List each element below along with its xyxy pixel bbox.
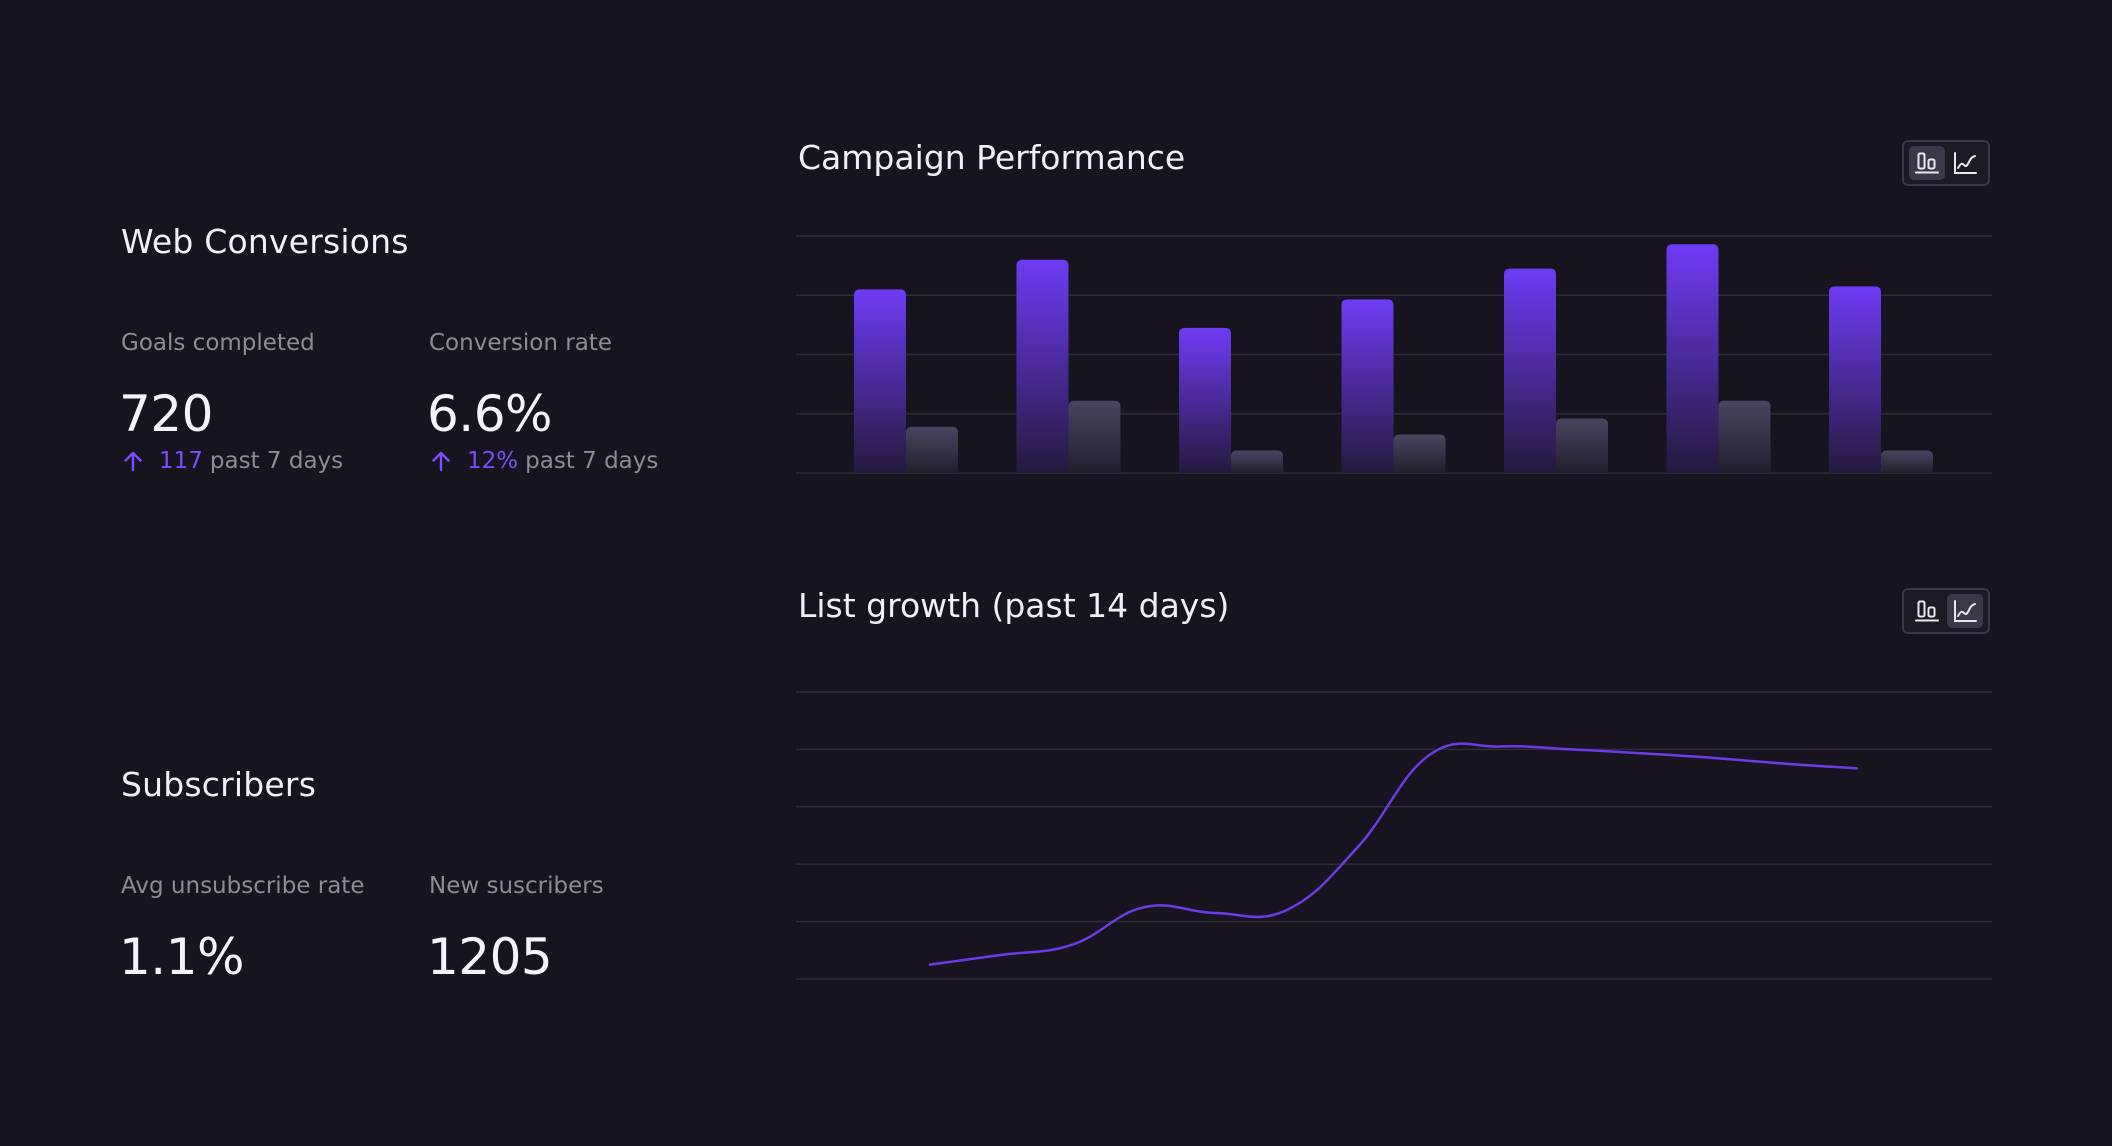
bar-secondary[interactable] [1068, 400, 1121, 473]
unsubscribe-rate-value: 1.1% [119, 928, 245, 986]
new-subscribers-label: New suscribers [429, 873, 604, 899]
bar-view-button[interactable] [1909, 146, 1945, 180]
bar-secondary[interactable] [1881, 450, 1933, 473]
growth-chart-type-toggle [1902, 588, 1990, 634]
campaign-performance-chart [796, 235, 1992, 474]
bar-secondary[interactable] [1718, 400, 1771, 473]
bar-primary[interactable] [1666, 244, 1719, 473]
conversion-delta-value: 12% [467, 448, 519, 474]
new-subscribers-value: 1205 [427, 928, 553, 986]
conversion-rate-label: Conversion rate [429, 330, 612, 356]
line-view-button[interactable] [1947, 146, 1983, 180]
list-growth-chart [796, 691, 1992, 980]
web-conversions-title: Web Conversions [121, 222, 409, 261]
bar-chart-icon [1915, 600, 1939, 622]
arrow-up-icon [432, 451, 450, 472]
bar-primary[interactable] [854, 289, 906, 473]
bar-chart-icon [1915, 152, 1939, 174]
goals-completed-value: 720 [119, 385, 213, 443]
conversion-rate-value: 6.6% [427, 385, 553, 443]
bar-primary[interactable] [1504, 268, 1556, 473]
conversion-rate-delta: 12% past 7 days [429, 448, 658, 474]
bar-primary[interactable] [1829, 286, 1881, 473]
goals-delta-suffix: past 7 days [209, 448, 344, 474]
bar-primary[interactable] [1179, 327, 1231, 473]
bar-view-button[interactable] [1909, 594, 1945, 628]
conversion-delta-suffix: past 7 days [525, 448, 659, 474]
bar-secondary[interactable] [1393, 434, 1446, 473]
goals-delta-value: 117 [159, 448, 203, 474]
campaign-chart-type-toggle [1902, 140, 1990, 186]
unsubscribe-rate-label: Avg unsubscribe rate [121, 873, 365, 899]
bar-primary[interactable] [1341, 299, 1394, 473]
campaign-chart-title: Campaign Performance [798, 138, 1186, 177]
bar-secondary[interactable] [1231, 450, 1283, 473]
goals-completed-label: Goals completed [121, 330, 315, 356]
bar-secondary[interactable] [906, 426, 958, 473]
line-view-button[interactable] [1947, 594, 1983, 628]
line-chart-icon [1954, 600, 1977, 622]
growth-line[interactable] [928, 742, 1859, 966]
bar-secondary[interactable] [1556, 418, 1608, 473]
goals-completed-delta: 117 past 7 days [121, 448, 343, 474]
bar-primary[interactable] [1016, 259, 1069, 473]
arrow-up-icon [124, 451, 142, 472]
growth-chart-title: List growth (past 14 days) [798, 586, 1230, 625]
subscribers-title: Subscribers [121, 765, 317, 804]
line-chart-icon [1954, 152, 1977, 174]
